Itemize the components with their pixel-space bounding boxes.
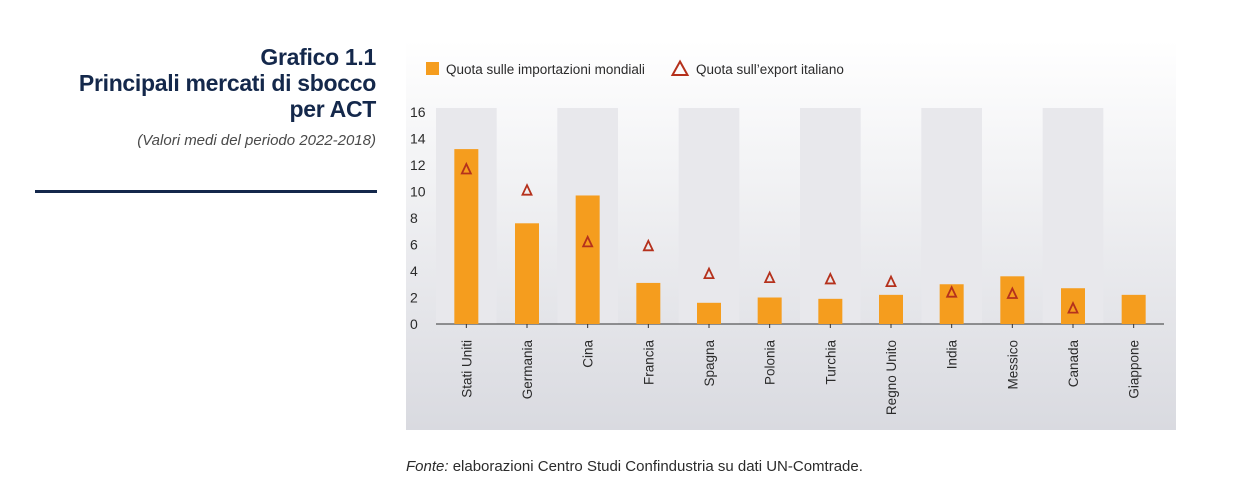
- band-4: [678, 108, 740, 324]
- bands-layer: [436, 108, 1104, 324]
- chart-svg: 0 2 4 6 8 10 12 14 16 Stati Uniti Germania Cina Fran…: [406, 40, 1176, 430]
- x-tick-label: Cina: [581, 340, 596, 368]
- bar-11: [1121, 294, 1146, 324]
- bar-9: [1000, 276, 1025, 324]
- y-tick-label: 6: [410, 237, 418, 253]
- bar-5: [757, 297, 782, 324]
- x-tick-label: Regno Unito: [884, 340, 899, 415]
- bar-4: [697, 302, 721, 324]
- chart-title-line-1: Grafico 1.1: [260, 44, 376, 70]
- x-tick-label: Francia: [641, 340, 656, 386]
- x-tick-label: Polonia: [763, 340, 778, 386]
- chart-title-line-2: Principali mercati di sbocco: [78, 70, 376, 96]
- y-tick-label: 4: [410, 263, 418, 279]
- y-tick-label: 10: [410, 184, 426, 200]
- x-tick-label: Turchia: [823, 340, 838, 385]
- bar-0: [454, 149, 479, 324]
- triangle-marker-6: [824, 271, 837, 285]
- triangle-marker-3: [642, 238, 655, 252]
- bar-1: [515, 223, 539, 324]
- x-tick-label: Germania: [520, 340, 535, 400]
- title-divider: [35, 190, 377, 193]
- source-label: Fonte:: [406, 458, 449, 475]
- y-tick-label: 16: [410, 104, 426, 120]
- legend-bar-swatch: [426, 62, 439, 75]
- band-6: [800, 108, 861, 324]
- legend-bar-label: Quota sulle importazioni mondiali: [446, 62, 645, 77]
- legend-triangle-marker: [670, 59, 690, 76]
- x-tick-label: Messico: [1005, 340, 1020, 390]
- axis-layer: 0 2 4 6 8 10 12 14 16 Stati Uniti Germania Cina Fran…: [410, 104, 1164, 415]
- y-tick-label: 14: [410, 131, 426, 147]
- triangle-marker-0: [460, 161, 473, 175]
- x-tick-label: Stati Uniti: [459, 340, 474, 398]
- x-tick-label: Spagna: [702, 340, 717, 387]
- triangle-marker-8: [945, 285, 958, 298]
- markers-layer: [460, 161, 1079, 314]
- bars-layer: [454, 149, 1146, 324]
- chart-title-block: Grafico 1.1 Principali mercati di sbocco…: [30, 44, 376, 149]
- bar-10: [1061, 288, 1085, 324]
- triangle-marker-9: [1006, 286, 1019, 299]
- x-tick-label: Giappone: [1127, 340, 1142, 399]
- x-tick-label: India: [945, 340, 960, 370]
- triangle-marker-10: [1067, 300, 1079, 314]
- triangle-marker-1: [521, 183, 533, 196]
- bar-2: [575, 195, 600, 324]
- legend-triangle-label: Quota sull’export italiano: [696, 62, 844, 77]
- triangle-marker-2: [581, 234, 594, 248]
- chart-subtitle: (Valori medi del periodo 2022-2018): [137, 132, 376, 149]
- y-tick-label: 8: [410, 210, 418, 226]
- chart-title-line-3: per ACT: [289, 96, 377, 122]
- bar-3: [636, 282, 661, 324]
- x-tick-label: Canada: [1066, 340, 1081, 388]
- bar-7: [879, 294, 903, 324]
- source-text: elaborazioni Centro Studi Confindustria …: [448, 458, 863, 475]
- legend: Quota sulle importazioni mondiali Quota …: [426, 59, 844, 77]
- source-note: Fonte: elaborazioni Centro Studi Confind…: [406, 458, 863, 475]
- chart-panel: 0 2 4 6 8 10 12 14 16 Stati Uniti Germania Cina Fran…: [406, 40, 1176, 430]
- bar-6: [818, 298, 843, 324]
- y-tick-label: 2: [410, 290, 418, 306]
- bar-8: [939, 284, 964, 324]
- triangle-marker-5: [763, 270, 776, 284]
- triangle-marker-7: [885, 274, 897, 287]
- y-tick-label: 12: [410, 157, 426, 173]
- triangle-marker-4: [703, 266, 715, 280]
- band-10: [1042, 108, 1104, 324]
- y-tick-label: 0: [410, 316, 418, 332]
